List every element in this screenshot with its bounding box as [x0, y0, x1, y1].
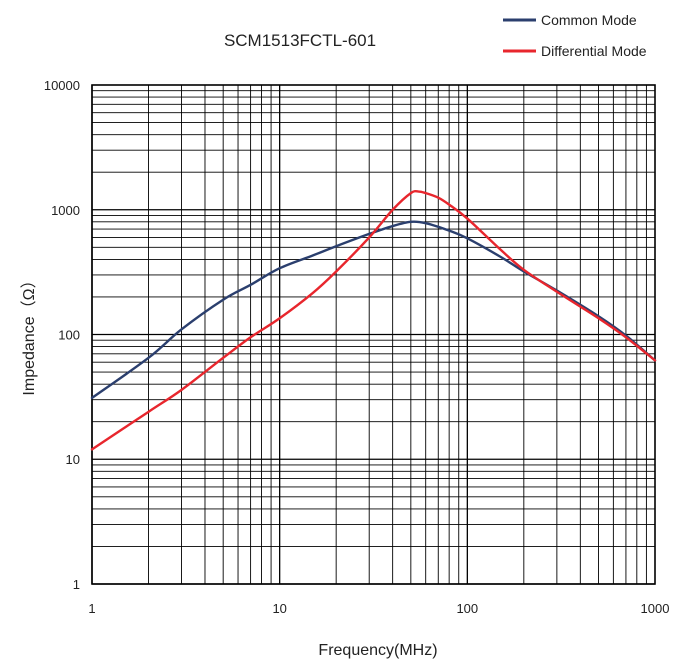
y-axis: 1 10 100 1000 10000: [44, 78, 80, 592]
x-tick-label: 1000: [641, 601, 670, 616]
x-axis: 1 10 100 1000: [88, 601, 669, 616]
plot-frame: [91, 84, 656, 585]
series-line-differential-mode: [90, 189, 657, 451]
y-tick-label: 100: [58, 328, 80, 343]
y-tick-label: 1: [73, 577, 80, 592]
chart-title: SCM1513FCTL-601: [224, 31, 376, 50]
y-axis-label: Impedance（Ω）: [20, 272, 38, 395]
x-tick-label: 100: [456, 601, 478, 616]
x-axis-label: Frequency(MHz): [318, 642, 437, 659]
legend-label-differential-mode: Differential Mode: [541, 43, 647, 59]
series-line-common-mode: [90, 220, 657, 400]
y-tick-label: 10: [66, 452, 80, 467]
legend-label-common-mode: Common Mode: [541, 12, 637, 28]
grid: [91, 85, 655, 585]
x-tick-label: 1: [88, 601, 95, 616]
x-tick-label: 10: [272, 601, 286, 616]
y-tick-label: 10000: [44, 78, 80, 93]
y-tick-label: 1000: [51, 203, 80, 218]
series-layer: [90, 189, 657, 451]
legend: Common Mode Differential Mode: [503, 12, 647, 59]
